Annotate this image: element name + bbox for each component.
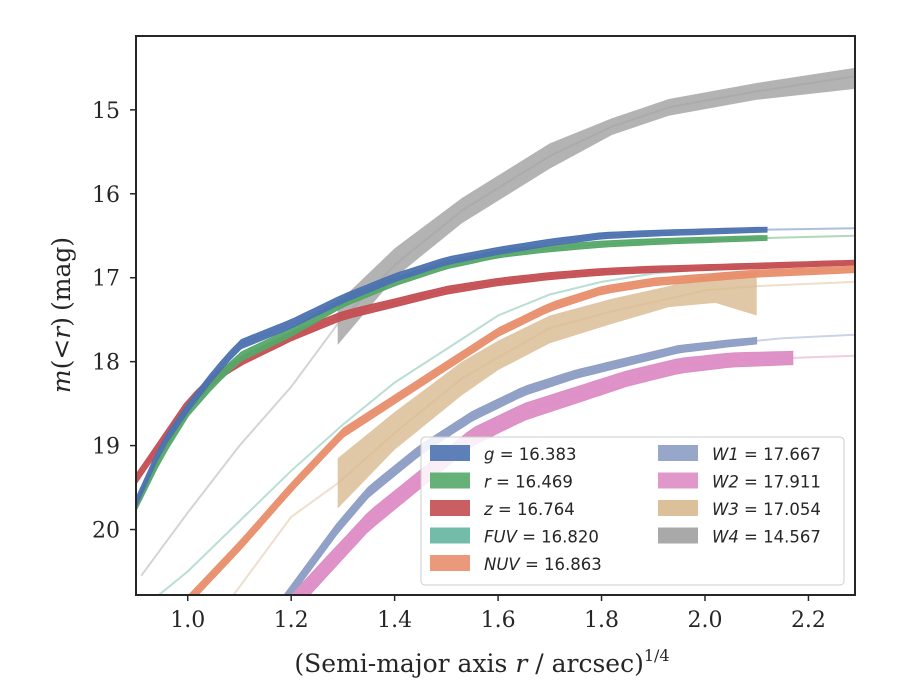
x-tick-label: 1.8 bbox=[584, 608, 619, 633]
legend-swatch bbox=[658, 472, 698, 489]
y-axis-label-unit: (mag) bbox=[47, 237, 76, 311]
legend-item-nuv: NUV = 16.863 bbox=[430, 555, 602, 574]
legend-band: z bbox=[483, 500, 493, 519]
legend-band: NUV bbox=[484, 555, 521, 574]
legend-item-r: r = 16.469 bbox=[430, 472, 573, 492]
legend-mag: = 14.567 bbox=[739, 528, 821, 547]
y-axis-label-paren-open: ( bbox=[47, 360, 76, 370]
legend-swatch bbox=[658, 445, 698, 461]
x-tick-label: 1.0 bbox=[170, 608, 205, 633]
legend-item-w3: W3 = 17.054 bbox=[658, 500, 821, 519]
y-axis-label-lt: < bbox=[47, 339, 76, 360]
x-axis-label-exponent: 1/4 bbox=[644, 646, 670, 665]
legend-band: g bbox=[484, 445, 494, 464]
legend-item-z: z = 16.764 bbox=[430, 500, 575, 519]
legend-label: W1 = 17.667 bbox=[712, 445, 821, 464]
legend-mag: = 16.764 bbox=[493, 500, 575, 519]
y-tick-label: 18 bbox=[92, 351, 120, 376]
series-band bbox=[136, 259, 855, 485]
legend-swatch bbox=[430, 555, 470, 571]
legend-band: r bbox=[484, 473, 492, 492]
legend-swatch bbox=[430, 445, 470, 461]
series-w3 bbox=[232, 271, 855, 595]
legend-mag: = 16.820 bbox=[517, 528, 599, 547]
legend-band: FUV bbox=[484, 528, 519, 547]
x-axis-ticks: 1.0 1.2 1.4 1.6 1.8 2.0 2.2 bbox=[170, 595, 826, 633]
x-axis-label: (Semi-major axis r / arcsec)1/4 bbox=[294, 646, 669, 678]
legend-mag: = 16.863 bbox=[520, 555, 602, 574]
legend-label: W2 = 17.911 bbox=[712, 473, 821, 492]
legend-item-fuv: FUV = 16.820 bbox=[430, 527, 599, 547]
series-nuv bbox=[187, 265, 855, 595]
y-tick-label: 17 bbox=[92, 267, 120, 292]
legend-swatch bbox=[658, 500, 698, 516]
x-axis-label-post: / arcsec) bbox=[527, 649, 644, 678]
y-tick-label: 20 bbox=[92, 519, 120, 544]
y-axis-label-paren-close: ) bbox=[47, 317, 76, 327]
legend-mag: = 16.383 bbox=[494, 445, 576, 464]
y-axis-label-r: r bbox=[47, 325, 76, 339]
legend-mag: = 16.469 bbox=[491, 473, 573, 492]
legend-band: W3 bbox=[712, 500, 739, 519]
y-axis-label: m(<r) (mag) bbox=[47, 237, 76, 393]
x-axis-label-pre: (Semi-major axis bbox=[294, 649, 515, 678]
legend-swatch bbox=[430, 527, 470, 544]
legend-swatch bbox=[430, 500, 470, 516]
x-axis-label-var: r bbox=[515, 649, 529, 678]
series-g bbox=[136, 226, 855, 508]
x-tick-label: 1.2 bbox=[274, 608, 309, 633]
legend-mag: = 17.911 bbox=[739, 473, 821, 492]
x-tick-label: 2.0 bbox=[687, 608, 722, 633]
series-band bbox=[136, 226, 768, 508]
legend-mag: = 17.667 bbox=[739, 445, 821, 464]
y-axis-ticks: 15 16 17 18 19 20 bbox=[92, 99, 136, 544]
legend-item-g: g = 16.383 bbox=[430, 445, 577, 464]
legend-mag: = 17.054 bbox=[739, 500, 821, 519]
series-layer bbox=[136, 67, 855, 595]
legend-label: FUV = 16.820 bbox=[484, 528, 599, 547]
x-tick-label: 1.6 bbox=[481, 608, 516, 633]
series-w4 bbox=[140, 67, 855, 577]
y-axis-label-m: m bbox=[47, 369, 76, 393]
legend-label: W3 = 17.054 bbox=[712, 500, 821, 519]
series-band bbox=[337, 271, 757, 509]
legend-box bbox=[420, 436, 845, 586]
legend-swatch bbox=[658, 527, 698, 544]
legend-band: W2 bbox=[712, 473, 739, 492]
y-tick-label: 19 bbox=[92, 435, 120, 460]
legend-label: NUV = 16.863 bbox=[484, 555, 602, 574]
legend-label: W4 = 14.567 bbox=[712, 528, 821, 547]
legend-band: W1 bbox=[712, 445, 739, 464]
legend-label: z = 16.764 bbox=[483, 500, 575, 519]
legend-label: r = 16.469 bbox=[484, 473, 573, 492]
y-tick-label: 15 bbox=[92, 99, 120, 124]
y-tick-label: 16 bbox=[92, 183, 120, 208]
legend-swatch bbox=[430, 472, 470, 489]
series-band bbox=[187, 265, 855, 595]
legend-item-w2: W2 = 17.911 bbox=[658, 472, 821, 492]
legend-item-w4: W4 = 14.567 bbox=[658, 527, 821, 547]
x-tick-label: 1.4 bbox=[377, 608, 412, 633]
legend-item-w1: W1 = 17.667 bbox=[658, 445, 821, 464]
legend-band: W4 bbox=[712, 528, 739, 547]
plot-frame bbox=[135, 35, 856, 596]
legend-label: g = 16.383 bbox=[484, 445, 577, 464]
x-tick-label: 2.2 bbox=[791, 608, 826, 633]
